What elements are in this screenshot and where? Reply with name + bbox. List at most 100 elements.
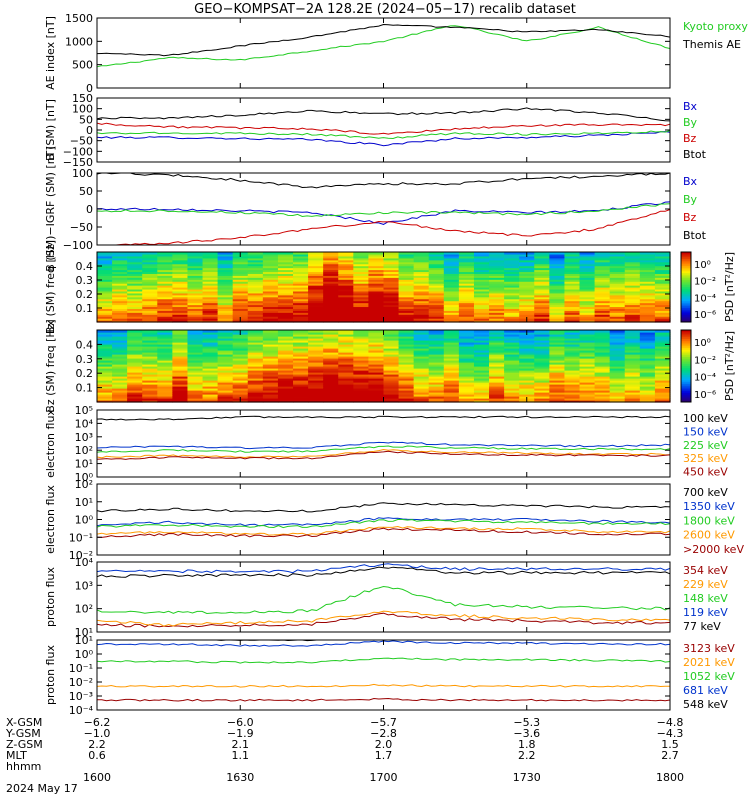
spectrogram-cell — [428, 312, 445, 315]
spectrogram-cell — [549, 318, 566, 321]
spectrogram-cell — [398, 386, 415, 389]
spectrogram-cell — [247, 298, 264, 302]
series-line--2000-kev — [96, 527, 671, 538]
spectrogram-cell — [504, 334, 520, 337]
spectrogram-cell — [534, 302, 550, 306]
spectrogram-cell — [308, 288, 324, 292]
spectrogram-cell — [624, 342, 641, 345]
spectrogram-cell — [142, 320, 158, 323]
spectrogram-cell — [398, 312, 415, 315]
spectrogram-cell — [323, 380, 339, 383]
spectrogram-cell — [428, 376, 445, 379]
spectrogram-cell — [624, 378, 641, 381]
spectrogram-cell — [609, 292, 626, 296]
spectrogram-cell — [293, 252, 309, 255]
spectrogram-cell — [428, 358, 445, 361]
spectrogram-cell — [308, 304, 324, 308]
spectrogram-cell — [157, 334, 173, 337]
spectrogram-cell — [187, 298, 204, 302]
spectrogram-cell — [489, 252, 505, 255]
spectrogram-cell — [443, 253, 460, 257]
spectrogram-cell — [142, 310, 158, 313]
spectrogram-cell — [277, 390, 294, 393]
spectrogram-cell — [172, 318, 189, 321]
spectrogram-cell — [534, 281, 550, 284]
spectrogram-cell — [443, 296, 460, 300]
colorbar-segment — [681, 337, 691, 340]
spectrogram-cell — [473, 320, 490, 323]
spectrogram-cell — [428, 394, 445, 397]
colorbar-segment — [681, 280, 691, 283]
spectrogram-cell — [609, 364, 626, 367]
spectrogram-cell — [413, 358, 430, 361]
spectrogram-cell — [262, 304, 279, 308]
spectrogram-cell — [232, 263, 249, 267]
spectrogram-cell — [609, 354, 626, 357]
spectrogram-cell — [564, 302, 581, 306]
spectrogram-cell — [639, 398, 656, 401]
spectrogram-cell — [489, 277, 505, 280]
spectrogram-cell — [398, 344, 415, 347]
spectrogram-cell — [97, 392, 113, 395]
legend-entry: 1052 keV — [683, 670, 735, 683]
spectrogram-cell — [112, 288, 128, 292]
spectrogram-cell — [262, 354, 279, 357]
spectrogram-cell — [217, 344, 234, 347]
series-line-2021-kev — [96, 683, 670, 688]
y-tick-label: 100 — [72, 167, 93, 180]
spectrogram-cell — [247, 386, 264, 389]
spectrogram-cell — [519, 273, 535, 276]
spectrogram-cell — [112, 302, 128, 306]
spectrogram-cell — [413, 354, 430, 357]
spectrogram-cell — [443, 388, 460, 391]
spectrogram-cell — [353, 370, 370, 373]
spectrogram-cell — [549, 302, 566, 306]
spectrogram-cell — [308, 308, 324, 311]
spectrogram-cell — [232, 370, 249, 373]
spectrogram-cell — [594, 312, 611, 315]
spectrogram-cell — [383, 316, 400, 319]
spectrogram-cell — [654, 394, 671, 397]
colorbar-segment — [681, 389, 691, 392]
spectrogram-cell — [247, 255, 264, 259]
spectrogram-cell — [172, 394, 189, 397]
spectrogram-cell — [187, 314, 204, 317]
spectrogram-cell — [458, 364, 475, 367]
spectrogram-cell — [654, 400, 671, 403]
spectrogram-cell — [458, 376, 475, 379]
chart-title: GEO−KOMPSAT−2A 128.2E (2024−05−17) recal… — [194, 2, 576, 17]
spectrogram-cell — [534, 263, 550, 267]
spectrogram-cell — [504, 390, 520, 393]
spectrogram-cell — [142, 340, 158, 343]
spectrogram-cell — [579, 271, 596, 274]
spectrogram-cell — [202, 352, 219, 355]
spectrogram-cell — [97, 279, 113, 282]
spectrogram-cell — [157, 273, 173, 276]
spectrogram-cell — [247, 388, 264, 391]
spectrogram-cell — [504, 356, 520, 359]
spectrogram-cell — [489, 366, 505, 369]
spectrogram-cell — [594, 253, 611, 257]
spectrogram-cell — [458, 283, 475, 286]
spectrogram-cell — [232, 267, 249, 271]
spectrogram-cell — [609, 271, 626, 274]
colorbar-segment — [681, 287, 691, 290]
spectrogram-cell — [338, 314, 354, 317]
spectrogram-cell — [157, 360, 173, 363]
spectrogram-cell — [458, 388, 475, 391]
colorbar-label: PSD [nT²/Hz] — [723, 331, 736, 401]
spectrogram-cell — [202, 388, 219, 391]
spectrogram-cell — [262, 308, 279, 311]
spectrogram-cell — [308, 263, 324, 267]
spectrogram-cell — [564, 290, 581, 294]
spectrogram-cell — [504, 372, 520, 375]
spectrogram-cell — [353, 346, 370, 349]
spectrogram-cell — [262, 390, 279, 393]
spectrogram-cell — [112, 360, 128, 363]
spectrogram-cell — [594, 269, 611, 273]
spectrogram-cell — [549, 358, 566, 361]
spectrogram-cell — [413, 332, 430, 335]
spectrogram-cell — [353, 285, 370, 288]
spectrogram-cell — [97, 283, 113, 286]
spectrogram-cell — [112, 370, 128, 373]
